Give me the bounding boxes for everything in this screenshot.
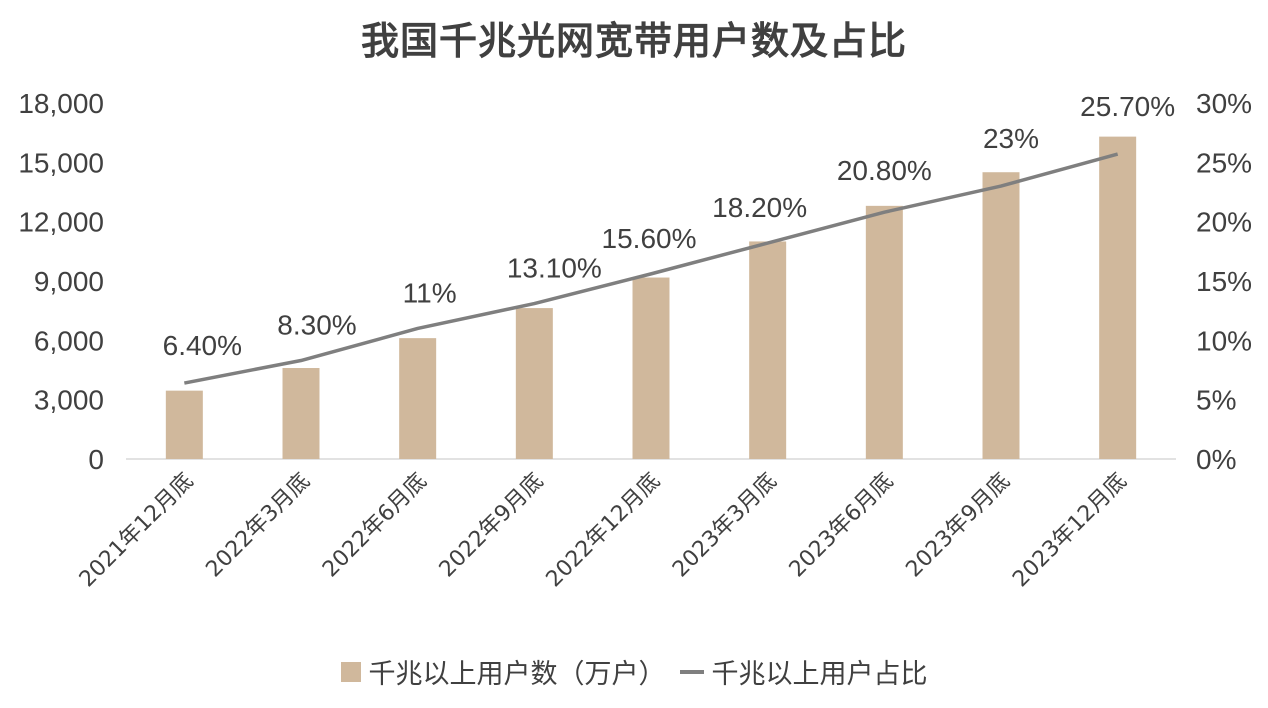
bar[interactable] bbox=[282, 368, 320, 459]
bar[interactable] bbox=[165, 390, 203, 459]
data-label: 20.80% bbox=[837, 155, 932, 186]
line-series bbox=[184, 152, 1119, 385]
bar[interactable] bbox=[982, 172, 1020, 459]
x-axis-label: 2022年12月底 bbox=[542, 469, 666, 593]
data-labels: 6.40% 8.30% 11% 13.10%15.60% 18.20% 20.80% 23%… bbox=[163, 91, 1176, 361]
right-axis-tick: 30% bbox=[1196, 88, 1252, 119]
bar[interactable] bbox=[865, 205, 903, 459]
right-axis-tick: 20% bbox=[1196, 207, 1252, 238]
bar[interactable] bbox=[515, 308, 553, 459]
left-axis-tick: 15,000 bbox=[18, 147, 104, 178]
legend-item-share[interactable]: 千兆以上用户占比 bbox=[679, 652, 928, 691]
bar[interactable] bbox=[399, 338, 437, 459]
data-label: 11% bbox=[403, 277, 457, 308]
left-axis-tick: 9,000 bbox=[34, 266, 104, 297]
legend-bar-label: 千兆以上用户数（万户） bbox=[368, 659, 666, 690]
data-label: 8.30% bbox=[277, 310, 356, 341]
left-axis-tick: 3,000 bbox=[34, 385, 104, 416]
data-label: 23% bbox=[983, 123, 1039, 154]
chart-title: 我国千兆光网宽带用户数及占比 bbox=[360, 19, 907, 63]
bar[interactable] bbox=[1099, 136, 1137, 459]
legend-line-label: 千兆以上用户占比 bbox=[711, 659, 928, 690]
data-label: 6.40% bbox=[163, 330, 242, 361]
bar-series bbox=[165, 136, 1137, 459]
data-label: 13.10% bbox=[507, 253, 602, 284]
right-axis: 0% 5% 10% 15% 20% 25% 30% bbox=[1196, 88, 1252, 475]
bar[interactable] bbox=[632, 277, 670, 459]
left-axis-tick: 18,000 bbox=[18, 88, 104, 119]
line-swatch-icon bbox=[679, 669, 704, 674]
right-axis-tick: 15% bbox=[1196, 266, 1252, 297]
bar[interactable] bbox=[749, 241, 787, 459]
data-label: 25.70% bbox=[1080, 91, 1175, 122]
x-axis-label: 2023年9月底 bbox=[901, 469, 1015, 583]
x-axis-label: 2022年3月底 bbox=[201, 469, 315, 583]
left-axis-tick: 0 bbox=[88, 444, 104, 475]
left-axis-tick: 6,000 bbox=[34, 325, 104, 356]
right-axis-tick: 5% bbox=[1196, 385, 1236, 416]
x-axis-label: 2022年9月底 bbox=[435, 469, 549, 583]
left-axis: 0 3,000 6,000 9,000 12,000 15,000 18,000 bbox=[18, 88, 104, 475]
data-label: 15.60% bbox=[602, 223, 697, 254]
x-axis-label: 2022年6月底 bbox=[318, 469, 432, 583]
data-label: 18.20% bbox=[712, 192, 807, 223]
legend-item-users[interactable]: 千兆以上用户数（万户） bbox=[340, 652, 666, 691]
right-axis-tick: 25% bbox=[1196, 147, 1252, 178]
right-axis-tick: 0% bbox=[1196, 444, 1236, 475]
x-axis-label: 2023年6月底 bbox=[785, 469, 899, 583]
legend: 千兆以上用户数（万户） 千兆以上用户占比 bbox=[0, 652, 1268, 691]
x-axis-labels: 2021年12月底 2022年3月底 2022年6月底 2022年9月底2022年12… bbox=[75, 469, 1132, 593]
left-axis-tick: 12,000 bbox=[18, 207, 104, 238]
right-axis-tick: 10% bbox=[1196, 325, 1252, 356]
bar-swatch-icon bbox=[340, 661, 361, 682]
share-line[interactable] bbox=[184, 152, 1119, 385]
x-axis-label: 2023年12月底 bbox=[1008, 469, 1132, 593]
x-axis-label: 2021年12月底 bbox=[75, 469, 199, 593]
x-axis-label: 2023年3月底 bbox=[668, 469, 782, 583]
